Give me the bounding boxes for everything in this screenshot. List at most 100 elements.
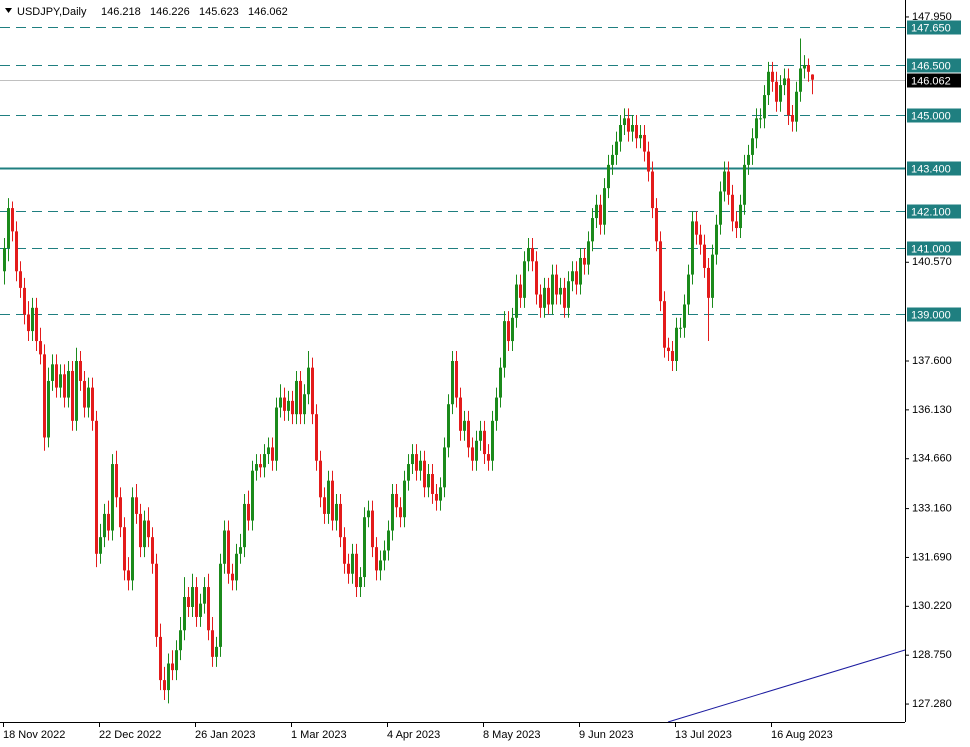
candle-body — [83, 380, 86, 408]
candle-body — [771, 71, 774, 82]
x-tick-label: 1 Mar 2023 — [291, 729, 347, 741]
candle-body — [91, 387, 94, 421]
x-tick-label: 22 Dec 2022 — [99, 729, 161, 741]
candle-body — [543, 287, 546, 308]
x-tick-label: 16 Aug 2023 — [771, 729, 833, 741]
candle-body — [363, 517, 366, 578]
candle-body — [623, 118, 626, 125]
candle-body — [123, 527, 126, 571]
level-label-box — [907, 58, 961, 73]
current-price-box — [907, 73, 961, 88]
candle-body — [811, 74, 814, 80]
chart-title: USDJPY,Daily — [17, 6, 87, 18]
y-tick-label: 131.690 — [912, 551, 952, 563]
candle-body — [211, 630, 214, 657]
candle-body — [11, 208, 14, 232]
level-label: 143.400 — [911, 163, 951, 175]
y-tick-label: 133.160 — [912, 502, 952, 514]
candle-body — [443, 447, 446, 488]
candle-body — [103, 513, 106, 538]
candle-body — [299, 380, 302, 415]
candle-body — [663, 301, 666, 348]
x-tick-label: 9 Jun 2023 — [579, 729, 633, 741]
candle-body — [271, 447, 274, 461]
candle-body — [651, 171, 654, 209]
candle-body — [159, 636, 162, 681]
candle-body — [475, 440, 478, 461]
candle-body — [347, 563, 350, 574]
candle-body — [247, 503, 250, 521]
candle-body — [687, 274, 690, 305]
candle-body — [51, 364, 54, 381]
x-tick-label: 4 Apr 2023 — [387, 729, 440, 741]
candle-body — [283, 397, 286, 411]
current-price-label: 146.062 — [911, 75, 951, 87]
y-tick-label: 127.280 — [912, 698, 952, 710]
candle-body — [423, 460, 426, 488]
y-tick-label: 128.750 — [912, 649, 952, 661]
candle-body — [519, 284, 522, 298]
candle-body — [435, 493, 438, 501]
candle-body — [587, 241, 590, 265]
candle-body — [195, 587, 198, 617]
candle-body — [155, 563, 158, 637]
candle-body — [407, 464, 410, 481]
candle-body — [775, 81, 778, 102]
candle-body — [279, 397, 282, 408]
x-tick-label: 13 Jul 2023 — [675, 729, 732, 741]
candle-body — [251, 470, 254, 521]
y-tick-label: 130.220 — [912, 600, 952, 612]
candle-body — [499, 367, 502, 398]
candle-body — [151, 537, 154, 564]
candle-body — [783, 78, 786, 86]
candle-body — [275, 407, 278, 461]
candle-body — [171, 663, 174, 671]
candle-body — [547, 287, 550, 305]
candle-body — [391, 493, 394, 531]
candle-body — [571, 271, 574, 282]
y-tick-label: 134.660 — [912, 453, 952, 465]
candle-body — [387, 530, 390, 551]
candle-body — [87, 387, 90, 408]
candle-body — [671, 351, 674, 361]
candle-body — [439, 487, 442, 501]
candle-body — [603, 188, 606, 225]
candle-body — [611, 154, 614, 165]
candle-body — [231, 573, 234, 581]
candle-body — [127, 570, 130, 581]
candle-body — [631, 124, 634, 132]
candle-body — [719, 191, 722, 225]
axis-labels: 147.950 140.570 137.600 136.130 134.660 133.1… — [3, 11, 961, 741]
x-tick-label: 8 May 2023 — [483, 729, 540, 741]
candle-body — [599, 204, 602, 225]
candle-body — [379, 560, 382, 571]
y-tick-label: 137.600 — [912, 355, 952, 367]
candle-body — [207, 587, 210, 631]
candle-body — [187, 597, 190, 607]
candle-body — [535, 261, 538, 295]
candle-body — [503, 321, 506, 368]
candle-body — [539, 294, 542, 308]
candle-body — [395, 493, 398, 508]
candle-body — [399, 507, 402, 518]
candle-body — [431, 474, 434, 494]
candle-body — [507, 321, 510, 342]
candle-body — [551, 274, 554, 305]
level-label: 142.100 — [911, 206, 951, 218]
menu-arrow[interactable] — [5, 8, 12, 13]
candle-body — [291, 400, 294, 415]
candle-body — [527, 247, 530, 262]
candle-body — [147, 520, 150, 538]
candle-body — [315, 414, 318, 461]
candle-body — [787, 78, 790, 116]
level-label-box — [907, 241, 961, 256]
level-label-box — [907, 108, 961, 123]
level-label-box — [907, 204, 961, 219]
header-low: 145.623 — [199, 6, 239, 18]
candle-body — [755, 118, 758, 139]
candle-body — [403, 480, 406, 518]
candle-body — [767, 71, 770, 96]
candle-body — [795, 91, 798, 122]
candle-body — [39, 341, 42, 355]
